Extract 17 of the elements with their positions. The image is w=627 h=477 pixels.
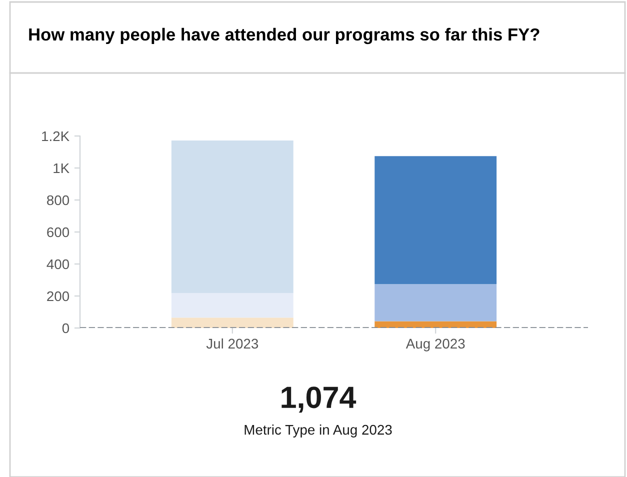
bar	[374, 156, 497, 284]
chart-title: How many people have attended our programs so far this FY?	[29, 28, 540, 44]
y-tick-label: 0	[62, 323, 70, 334]
bar	[374, 284, 497, 322]
x-tick-label: Jul 2023	[206, 338, 258, 349]
bar	[171, 140, 294, 293]
y-tick-label: 1K	[54, 163, 70, 174]
y-tick-label: 1.2K	[42, 131, 70, 142]
y-tick-label: 200	[47, 291, 70, 302]
x-tick-label: Aug 2023	[406, 338, 465, 352]
text: Metric Type in Aug 2023	[244, 424, 392, 438]
bar	[171, 292, 294, 318]
text: 1,074	[282, 386, 356, 413]
y-tick-label: 800	[47, 195, 70, 206]
y-tick-label: 400	[46, 259, 70, 270]
bar	[171, 318, 294, 328]
y-tick-label: 600	[47, 227, 70, 238]
